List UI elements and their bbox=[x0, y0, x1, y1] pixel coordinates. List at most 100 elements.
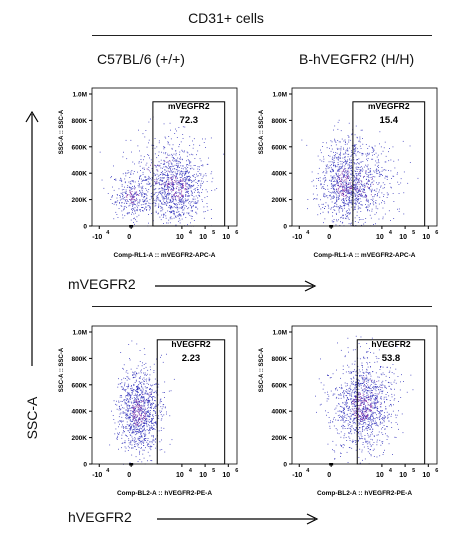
event-dot bbox=[168, 141, 169, 143]
event-dot bbox=[151, 203, 153, 205]
event-dot bbox=[142, 412, 144, 413]
event-dot bbox=[348, 192, 349, 194]
event-dot bbox=[142, 411, 143, 413]
event-dot bbox=[167, 185, 168, 187]
event-dot bbox=[355, 181, 357, 183]
event-dot bbox=[351, 191, 353, 192]
event-dot bbox=[134, 210, 136, 211]
event-dot bbox=[154, 397, 156, 399]
event-dot bbox=[155, 415, 157, 416]
event-dot bbox=[115, 211, 117, 213]
event-dot bbox=[370, 395, 371, 397]
event-dot bbox=[145, 387, 147, 389]
event-dot bbox=[363, 446, 365, 448]
event-dot bbox=[336, 429, 338, 431]
event-dot bbox=[167, 222, 169, 224]
event-dot bbox=[146, 401, 148, 403]
event-dot bbox=[337, 140, 339, 141]
event-dot bbox=[337, 176, 339, 178]
y-tick-label: 400K bbox=[271, 171, 287, 178]
event-dot bbox=[376, 456, 378, 458]
event-dot bbox=[315, 198, 317, 200]
event-dot bbox=[375, 397, 377, 399]
event-dot bbox=[354, 392, 356, 394]
event-dot bbox=[337, 169, 339, 171]
event-dot bbox=[126, 398, 128, 399]
event-dot bbox=[190, 194, 192, 196]
event-dot bbox=[161, 439, 162, 441]
event-dot bbox=[325, 172, 327, 174]
event-dot bbox=[348, 409, 350, 411]
event-dot bbox=[390, 186, 392, 188]
event-dot bbox=[141, 435, 143, 437]
event-dot bbox=[349, 387, 351, 389]
event-dot bbox=[316, 194, 318, 196]
event-dot bbox=[138, 414, 140, 416]
event-dot bbox=[178, 211, 180, 212]
event-dot bbox=[384, 184, 386, 186]
event-dot bbox=[139, 409, 141, 410]
event-dot bbox=[130, 441, 132, 443]
event-dot bbox=[357, 180, 359, 182]
event-dot bbox=[113, 218, 115, 220]
event-dot bbox=[182, 165, 183, 167]
event-dot bbox=[368, 373, 369, 375]
event-dot bbox=[145, 206, 146, 208]
event-dot bbox=[352, 382, 353, 384]
event-dot bbox=[350, 399, 352, 401]
event-dot bbox=[354, 363, 356, 365]
event-dot bbox=[150, 193, 152, 194]
event-dot bbox=[185, 185, 187, 187]
event-dot bbox=[125, 426, 126, 428]
event-dot bbox=[129, 414, 131, 416]
event-dot bbox=[160, 172, 162, 174]
event-dot bbox=[325, 180, 327, 181]
event-dot bbox=[334, 161, 335, 163]
event-dot bbox=[181, 211, 183, 213]
event-dot bbox=[144, 386, 146, 388]
event-dot bbox=[350, 225, 352, 226]
event-dot bbox=[135, 406, 137, 408]
event-dot bbox=[372, 386, 373, 388]
event-dot bbox=[362, 369, 363, 371]
event-dot bbox=[329, 179, 330, 181]
event-dot bbox=[339, 410, 341, 412]
event-dot bbox=[198, 191, 199, 193]
event-dot bbox=[336, 173, 337, 175]
event-dot bbox=[177, 182, 179, 183]
event-dot bbox=[360, 416, 362, 417]
event-dot bbox=[172, 176, 174, 178]
event-dot bbox=[367, 186, 368, 188]
event-dot bbox=[172, 196, 174, 197]
event-dot bbox=[181, 218, 183, 220]
event-dot bbox=[171, 182, 173, 184]
event-dot bbox=[144, 381, 145, 382]
event-dot bbox=[137, 402, 139, 404]
event-dot bbox=[356, 163, 357, 165]
event-dot bbox=[336, 196, 338, 198]
event-dot bbox=[151, 422, 152, 424]
event-dot bbox=[158, 212, 159, 214]
event-dot bbox=[179, 219, 181, 221]
event-dot bbox=[144, 398, 145, 400]
event-dot bbox=[180, 165, 182, 167]
event-dot bbox=[346, 174, 348, 176]
event-dot bbox=[135, 414, 137, 416]
event-dot bbox=[144, 392, 146, 394]
event-dot bbox=[172, 184, 174, 186]
event-dot bbox=[116, 408, 118, 410]
event-dot bbox=[362, 413, 364, 414]
event-dot bbox=[331, 197, 333, 199]
event-dot bbox=[172, 188, 174, 190]
event-dot bbox=[367, 387, 369, 389]
event-dot bbox=[181, 190, 183, 192]
event-dot bbox=[158, 174, 160, 176]
event-dot bbox=[374, 398, 376, 400]
event-dot bbox=[129, 199, 130, 200]
event-dot bbox=[382, 207, 384, 209]
event-dot bbox=[155, 183, 157, 185]
event-dot bbox=[181, 188, 182, 190]
event-dot bbox=[159, 184, 161, 186]
event-dot bbox=[409, 145, 411, 147]
event-dot bbox=[351, 400, 353, 402]
